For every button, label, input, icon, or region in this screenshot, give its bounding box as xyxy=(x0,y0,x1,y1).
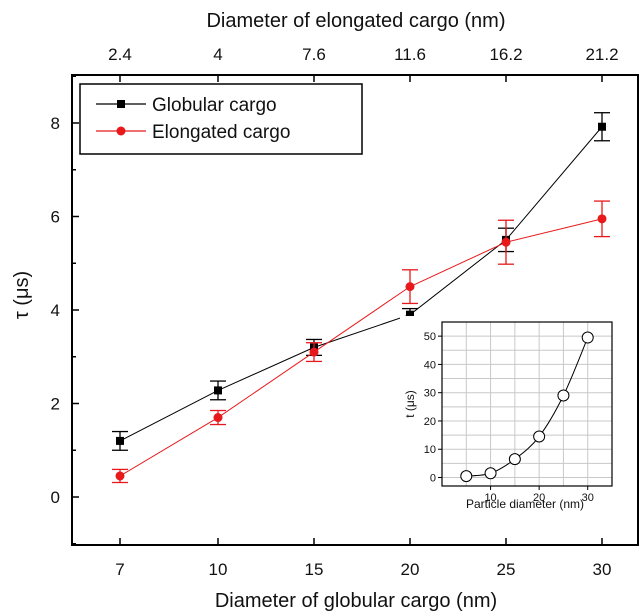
inset-y-axis-label: t (μs) xyxy=(403,390,417,418)
data-point xyxy=(594,112,610,142)
inset-y-tick-label: 50 xyxy=(424,331,436,343)
inset-background xyxy=(400,316,628,518)
legend-box xyxy=(79,83,363,155)
bottom-tick-label: 25 xyxy=(497,560,516,579)
inset-x-axis-label: Particle diameter (nm) xyxy=(466,497,584,511)
legend-label: Elongated cargo xyxy=(152,122,290,143)
inset-open-circle-marker xyxy=(508,453,521,466)
inset-frame xyxy=(441,321,613,487)
data-point xyxy=(210,409,226,426)
series-line-globular xyxy=(119,126,603,442)
inset-x-tick-label: 30 xyxy=(582,492,594,504)
inset-y-tick-label: 40 xyxy=(424,359,436,371)
bottom-tick-label: 7 xyxy=(115,560,124,579)
top-axis-label: Diameter of elongated cargo (nm) xyxy=(206,10,505,32)
top-tick-label: 4 xyxy=(213,45,222,64)
inset-open-circle-marker xyxy=(484,467,497,480)
bottom-tick-label: 15 xyxy=(305,560,324,579)
bottom-axis-label: Diameter of globular cargo (nm) xyxy=(215,590,497,612)
data-point xyxy=(402,269,418,305)
data-point xyxy=(112,468,128,484)
series-line-elongated xyxy=(119,218,603,477)
top-tick-label: 16.2 xyxy=(489,45,522,64)
inset-open-circle-marker xyxy=(557,389,570,402)
inset-open-circle-marker xyxy=(460,470,473,483)
circle-marker xyxy=(405,282,415,292)
circle-marker xyxy=(309,347,319,357)
legend: Globular cargo Elongated cargo xyxy=(79,83,363,155)
inset-y-tick-label: 10 xyxy=(424,444,436,456)
y-tick-label: 0 xyxy=(51,488,60,507)
y-tick-label: 4 xyxy=(51,301,60,320)
inset-open-circle-marker xyxy=(533,430,546,443)
inset-y-tick-label: 20 xyxy=(424,416,436,428)
legend-square-marker xyxy=(117,100,125,108)
circle-marker xyxy=(115,471,125,481)
bottom-tick-label: 30 xyxy=(593,560,612,579)
circle-marker xyxy=(213,413,223,423)
square-marker xyxy=(406,310,414,319)
y-tick-label: 8 xyxy=(51,114,60,133)
inset-x-tick-label: 20 xyxy=(533,492,545,504)
inset-chart: 10 20 30 0 10 20 30 40 50 Particle diameter (nm) t… xyxy=(400,316,628,518)
legend-circle-marker xyxy=(116,126,126,136)
data-point xyxy=(498,219,514,265)
inset-y-tick-label: 30 xyxy=(424,388,436,400)
top-tick-label: 2.4 xyxy=(108,45,132,64)
data-point xyxy=(112,430,128,451)
top-tick-label: 7.6 xyxy=(302,45,326,64)
square-marker xyxy=(598,122,606,131)
data-point xyxy=(594,200,610,238)
data-point xyxy=(210,380,226,401)
inset-open-circle-marker xyxy=(581,331,594,344)
data-point xyxy=(306,342,322,363)
y-axis-label: τ (μs) xyxy=(11,271,33,319)
y-tick-label: 2 xyxy=(51,395,60,414)
top-tick-label: 11.6 xyxy=(394,45,426,64)
bottom-tick-label: 10 xyxy=(209,560,228,579)
legend-label: Globular cargo xyxy=(152,95,277,116)
circle-marker xyxy=(501,237,511,247)
y-tick-label: 6 xyxy=(51,208,60,227)
circle-marker xyxy=(597,214,607,224)
inset-x-tick-label: 10 xyxy=(484,492,496,504)
square-marker xyxy=(116,436,124,445)
square-marker xyxy=(214,386,222,395)
inset-y-tick-label: 0 xyxy=(430,473,436,485)
bottom-tick-label: 20 xyxy=(401,560,420,579)
top-tick-label: 21.2 xyxy=(585,45,618,64)
